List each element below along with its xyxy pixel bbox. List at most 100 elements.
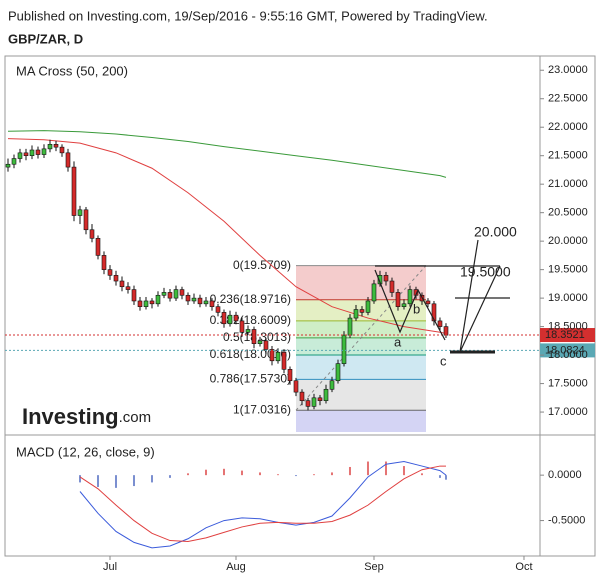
histogram-bar [366, 461, 369, 476]
candle-body [95, 238, 101, 256]
histogram-bar [240, 470, 243, 476]
price-box [540, 328, 595, 343]
candle-body [167, 292, 173, 299]
candle-body [155, 294, 161, 305]
candle-body [179, 289, 185, 296]
candle-body [41, 148, 47, 155]
series-line [79, 465, 446, 542]
y-tick-label: 22.0000 [548, 121, 588, 133]
candle-body [77, 209, 83, 216]
histogram-bar [258, 472, 261, 476]
candle-body [365, 300, 371, 313]
y-tick-label: 17.5000 [548, 377, 588, 389]
candle-body [71, 166, 77, 216]
logo: Investing.com [22, 404, 151, 429]
histogram-bar [384, 461, 387, 476]
candle-body [335, 363, 341, 382]
candle-body [203, 300, 209, 305]
price-label: 18.3521 [545, 329, 585, 341]
candle-body [251, 329, 257, 344]
price-label: 18.0824 [545, 344, 585, 356]
candle-body [239, 320, 245, 333]
annotation: b [413, 301, 420, 316]
candle-body [383, 275, 389, 282]
candle-body [305, 400, 311, 407]
candle-body [143, 300, 149, 307]
candle-body [59, 146, 65, 154]
candle-body [83, 209, 89, 231]
candle-body [281, 351, 287, 370]
candle-body [431, 303, 437, 322]
fib-trend [295, 265, 427, 411]
series-line [7, 138, 447, 334]
candle-body [29, 149, 35, 156]
fib-zone [296, 410, 426, 432]
logo-main: Investing [22, 404, 119, 429]
published-note: Published on Investing.com, 19/Sep/2016 … [8, 8, 488, 23]
candle-body [425, 300, 431, 305]
candle-body [53, 144, 59, 148]
y-tick-label: 22.5000 [548, 93, 588, 105]
candle-body [353, 309, 359, 319]
x-tick-label: Oct [515, 561, 532, 573]
histogram-bar [114, 475, 117, 488]
price-box [540, 343, 595, 358]
y-tick-label: 21.5000 [548, 150, 588, 162]
histogram-bar [420, 473, 423, 476]
histogram-bar [402, 466, 405, 476]
candle-body [317, 397, 323, 401]
y-tick-label: 23.0000 [548, 64, 588, 76]
candle-body [359, 309, 365, 313]
candle-body [407, 289, 413, 305]
candle-body [5, 163, 11, 168]
histogram-bar [132, 475, 135, 487]
fib-zone [296, 337, 426, 355]
candle-body [161, 292, 167, 296]
histogram-bar [294, 475, 297, 477]
fib-zone [296, 379, 426, 411]
candle-body [401, 303, 407, 307]
candle-body [47, 144, 53, 150]
annotation: 19.5000 [460, 264, 511, 280]
candle-body [23, 152, 29, 156]
y-tick-label: -0.5000 [548, 514, 585, 526]
candle-body [11, 158, 17, 165]
candle-body [65, 152, 71, 168]
x-tick-label: Sep [364, 561, 384, 573]
candle-body [293, 380, 299, 393]
y-tick-label: 19.0000 [548, 292, 588, 304]
candle-body [311, 397, 317, 407]
histogram-bar [222, 468, 225, 476]
fib-label: 0(19.5709) [233, 258, 291, 272]
histogram-bar [438, 475, 441, 478]
series-line [7, 130, 447, 178]
candle-body [17, 152, 23, 159]
candle-body [389, 280, 395, 293]
pattern-drawing [374, 239, 510, 354]
annotation: 20.000 [474, 224, 517, 240]
fib-zone [296, 320, 426, 338]
fib-zone [296, 265, 426, 300]
histogram-bar [204, 469, 207, 476]
candle-body [323, 388, 329, 401]
candle-body [197, 297, 203, 305]
panel-title: MACD (12, 26, close, 9) [16, 444, 155, 459]
projection-line [459, 239, 479, 353]
x-tick-label: Jul [103, 561, 117, 573]
candle-body [443, 326, 449, 336]
histogram-bar [276, 474, 279, 476]
y-tick-label: 21.0000 [548, 178, 588, 190]
candle-body [299, 391, 305, 401]
candle-body [221, 312, 227, 325]
y-tick-label: 20.5000 [548, 207, 588, 219]
candle-body [227, 314, 233, 325]
logo-suffix: .com [119, 409, 152, 426]
histogram-bar [186, 473, 189, 476]
candle-body [191, 297, 197, 302]
candle-body [119, 280, 125, 288]
histogram-bar [96, 475, 99, 487]
candle-body [137, 300, 143, 307]
y-tick-label: 18.0000 [548, 349, 588, 361]
histogram-bar [312, 474, 315, 476]
